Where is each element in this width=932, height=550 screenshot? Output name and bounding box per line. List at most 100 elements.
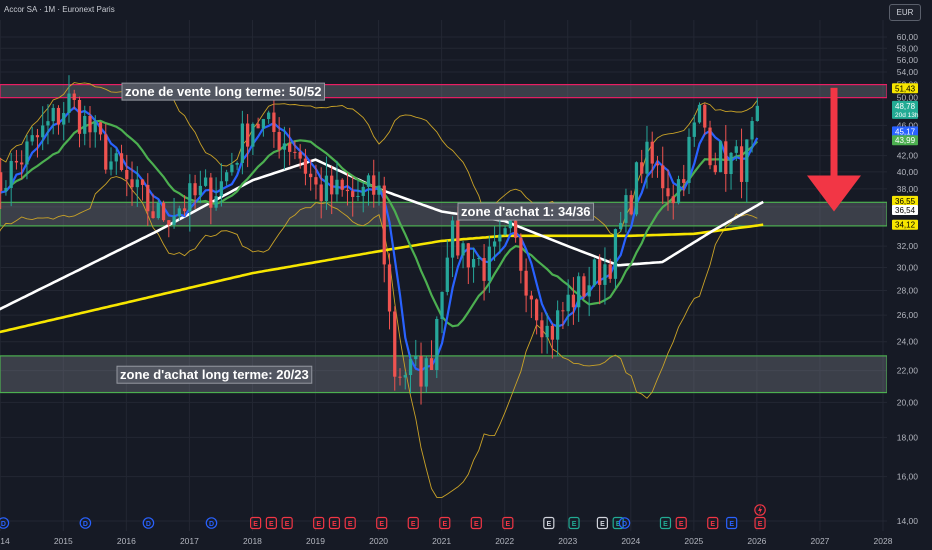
price-label-box: [892, 83, 918, 94]
bollinger-lower-line: [0, 176, 758, 498]
arrow-head: [807, 175, 861, 212]
candle-body: [703, 104, 707, 128]
event-marker-letter: E: [572, 521, 577, 528]
zones: [0, 83, 888, 394]
candle-body: [603, 264, 607, 285]
price-tick-label: 16,00: [897, 472, 919, 482]
candle-body: [629, 195, 633, 215]
event-marker-letter: E: [546, 521, 551, 528]
event-marker-letter: E: [411, 521, 416, 528]
candle-body: [461, 243, 465, 256]
candle-body: [293, 151, 297, 153]
candle-body: [288, 143, 292, 152]
time-tick-label: 2015: [54, 536, 73, 546]
candle-body: [372, 175, 376, 195]
candle-body: [324, 175, 329, 202]
time-tick-label: 2020: [369, 536, 388, 546]
candle-body: [314, 177, 318, 185]
price-tick-label: 14,00: [897, 516, 919, 526]
candle-body: [524, 270, 528, 296]
event-marker-letter: D: [1, 521, 6, 528]
price-label-countdown: 20d 13h: [895, 112, 919, 119]
candle-body: [109, 161, 113, 170]
price-tick-label: 42,00: [897, 151, 919, 161]
candle-body: [408, 359, 413, 376]
candle-body: [130, 179, 134, 188]
candle-body: [503, 228, 507, 235]
candle-body: [540, 320, 544, 338]
time-tick-label: 2026: [747, 536, 766, 546]
candle-body: [240, 123, 245, 163]
time-tick-label: 2025: [684, 536, 703, 546]
price-label-box: [892, 219, 918, 230]
event-marker-letter: E: [729, 521, 734, 528]
candle-body: [9, 160, 13, 188]
candle-body: [387, 264, 392, 312]
candle-body: [114, 153, 118, 162]
candle-body: [755, 105, 759, 122]
event-marker-letter: E: [253, 521, 258, 528]
event-marker-letter: E: [663, 521, 668, 528]
dividend-marker: [205, 517, 218, 529]
price-tick-label: 56,00: [897, 55, 919, 65]
candle-body: [534, 299, 539, 321]
earnings-marker: [344, 516, 356, 530]
candle-body: [724, 141, 728, 175]
candle-body: [440, 291, 444, 319]
price-label: 45,17: [895, 127, 916, 136]
earnings-marker: [502, 516, 514, 530]
price-tick-label: 32,00: [897, 241, 919, 251]
candle-body: [209, 177, 213, 208]
time-tick-label: 2022: [495, 536, 514, 546]
candle-body: [366, 175, 371, 187]
candle-body: [556, 310, 560, 340]
earnings-marker: [754, 516, 766, 530]
candle-body: [577, 276, 581, 308]
dividend-marker: [0, 517, 10, 529]
event-marker-letter: E: [600, 521, 605, 528]
candle-body: [571, 294, 576, 308]
candle-body: [246, 123, 250, 147]
candle-body: [382, 185, 386, 265]
price-label-box: [892, 195, 918, 206]
price-label: 43,99: [895, 136, 916, 145]
time-tick-label: 2023: [558, 536, 577, 546]
price-label: 48,78: [895, 102, 916, 111]
price-tick-label: 58,00: [897, 43, 919, 53]
time-tick-label: 2016: [117, 536, 136, 546]
time-tick-label: 2017: [180, 536, 199, 546]
candle-body: [267, 112, 271, 120]
candle-body: [619, 222, 623, 230]
candle-body: [718, 141, 723, 173]
candle-body: [156, 202, 160, 219]
earnings-marker: [726, 516, 738, 530]
candle-body: [445, 257, 449, 292]
event-marker-letter: E: [442, 521, 447, 528]
candle-body: [624, 195, 628, 223]
time-tick-label: 2024: [621, 536, 640, 546]
price-tick-label: 40,00: [897, 167, 919, 177]
price-tick-label: 18,00: [897, 432, 919, 442]
candle-body: [14, 160, 19, 163]
candle-body: [172, 216, 176, 225]
candle-body: [582, 276, 586, 297]
candle-body: [687, 136, 691, 183]
event-marker-letter: E: [348, 521, 353, 528]
event-marker-letter: E: [474, 521, 479, 528]
earnings-marker: [612, 516, 624, 530]
event-marker-letter: D: [146, 521, 151, 528]
price-tick-label: 28,00: [897, 285, 919, 295]
candle-body: [734, 146, 738, 153]
candle-body: [146, 184, 150, 212]
currency-button[interactable]: EUR: [889, 4, 921, 21]
candle-body: [119, 153, 124, 171]
candle-body: [30, 135, 34, 142]
candle-body: [671, 196, 675, 204]
candle-body: [640, 162, 644, 174]
earnings-marker: [250, 516, 262, 530]
candle-body: [466, 243, 470, 268]
event-marker-letter: E: [316, 521, 321, 528]
price-label: 36,54: [895, 206, 916, 215]
